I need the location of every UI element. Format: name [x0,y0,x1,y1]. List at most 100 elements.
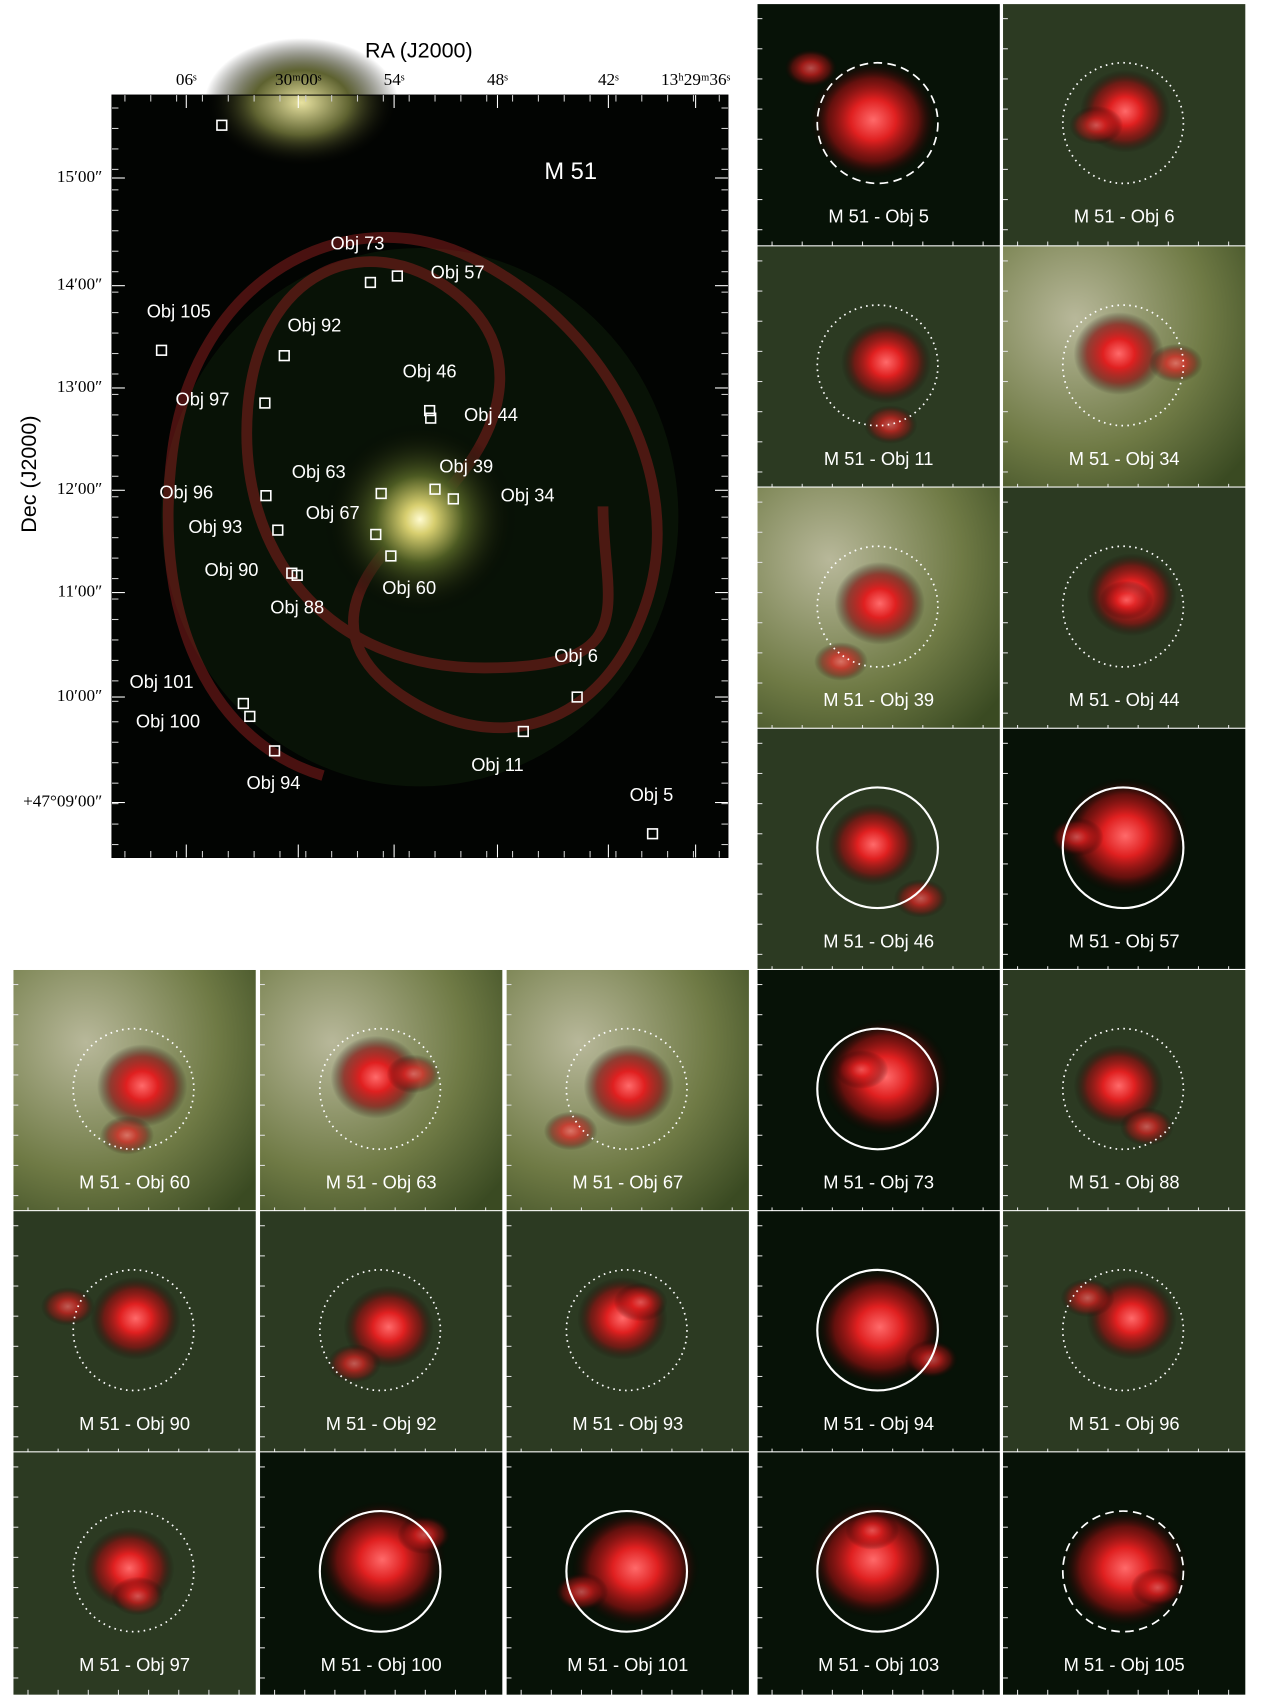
thumbnail: M 51 - Obj 39 [757,487,1000,730]
ra-tick-label: 54ˢ [384,70,405,89]
emission-region [864,405,918,444]
thumbnail-label: M 51 - Obj 103 [818,1654,939,1675]
object-label: Obj 67 [306,502,360,523]
thumbnail: M 51 - Obj 73 [757,969,1000,1212]
emission-region [97,1044,187,1127]
object-label: Obj 46 [403,361,457,382]
thumbnail: M 51 - Obj 93 [506,1211,749,1454]
thumbnail: M 51 - Obj 92 [260,1211,503,1454]
object-label: Obj 34 [501,485,555,506]
thumbnail-label: M 51 - Obj 6 [1074,206,1175,227]
emission-region [814,642,868,681]
dec-tick-label: 13′00″ [57,377,102,396]
thumbnail: M 51 - Obj 63 [260,969,503,1212]
thumbnail: M 51 - Obj 67 [506,969,749,1212]
thumbnail-label: M 51 - Obj 73 [823,1172,934,1193]
thumbnail-label: M 51 - Obj 92 [326,1413,437,1434]
emission-region [584,1044,674,1127]
thumbnail-label: M 51 - Obj 93 [572,1413,683,1434]
thumbnail: M 51 - Obj 46 [757,728,1000,971]
emission-region [1099,581,1153,620]
emission-region [894,879,948,918]
object-label: Obj 73 [331,233,385,254]
thumbnail: M 51 - Obj 88 [1002,969,1245,1212]
ra-tick-label: 30ᵐ00ˢ [275,70,322,89]
thumbnail-label: M 51 - Obj 90 [79,1413,190,1434]
object-label: Obj 92 [287,314,341,335]
emission-region [555,1572,609,1611]
object-label: Obj 88 [270,597,324,618]
object-label: Obj 57 [431,262,485,283]
thumbnail: M 51 - Obj 6 [1002,4,1245,247]
thumbnail-label: M 51 - Obj 63 [326,1172,437,1193]
emission-region [1149,344,1203,383]
emission-region [90,1277,180,1360]
emission-region [1061,1509,1190,1627]
object-label: Obj 6 [554,645,598,666]
thumbnail: M 51 - Obj 11 [757,246,1000,489]
emission-region [41,1287,95,1326]
dec-tick-label: 10′00″ [57,686,102,705]
thumbnail-label: M 51 - Obj 39 [823,689,934,710]
thumbnail-label: M 51 - Obj 5 [828,206,929,227]
object-label: Obj 105 [147,300,211,321]
x-axis-label: RA (J2000) [365,39,473,63]
thumbnail: M 51 - Obj 105 [1002,1452,1245,1695]
object-label: Obj 11 [471,754,524,775]
emission-region [327,1344,381,1383]
y-axis-label: Dec (J2000) [17,416,41,533]
thumbnail-label: M 51 - Obj 34 [1069,448,1180,469]
dec-tick-label: 15′00″ [57,167,102,186]
thumbnail-label: M 51 - Obj 105 [1064,1654,1185,1675]
ra-tick-label: 42ˢ [598,70,619,89]
thumbnail: M 51 - Obj 97 [13,1452,256,1695]
thumbnail-label: M 51 - Obj 46 [823,930,934,951]
galaxy-label: M 51 [544,159,597,185]
thumbnail: M 51 - Obj 5 [757,4,1000,247]
emission-region [1069,106,1123,145]
figure: RA (J2000) Dec (J2000) M 51 06ˢ 30ᵐ00ˢ 54ˢ 48ˢ… [0,0,1262,1702]
page: RA (J2000) Dec (J2000) M 51 06ˢ 30ᵐ00ˢ 54ˢ 48ˢ… [0,0,1262,1702]
emission-region [397,1515,451,1554]
emission-region [387,1055,441,1094]
object-label: Obj 101 [129,671,193,692]
object-label: Obj 96 [159,481,213,502]
object-label: Obj 100 [136,711,200,732]
thumbnail: M 51 - Obj 96 [1002,1211,1245,1454]
thumbnail: M 51 - Obj 57 [1002,728,1245,971]
thumbnail-label: M 51 - Obj 101 [567,1654,688,1675]
emission-region [614,1283,668,1322]
emission-region [784,49,838,88]
thumbnail: M 51 - Obj 44 [1002,487,1245,730]
emission-region [1074,312,1164,395]
emission-region [841,321,931,404]
object-label: Obj 90 [205,559,259,580]
thumbnail: M 51 - Obj 103 [757,1452,1000,1695]
ra-tick-label: 13ʰ29ᵐ36ˢ [661,70,731,89]
thumbnail-label: M 51 - Obj 97 [79,1654,190,1675]
emission-region [1050,818,1104,857]
thumbnail-label: M 51 - Obj 100 [321,1654,442,1675]
object-label: Obj 63 [292,461,346,482]
ra-tick-label: 48ˢ [487,70,508,89]
emission-region [835,562,925,645]
emission-region [111,1577,165,1616]
emission-region [1061,1278,1115,1317]
thumbnail-label: M 51 - Obj 44 [1069,689,1180,710]
thumbnail-label: M 51 - Obj 57 [1069,930,1180,951]
thumbnail: M 51 - Obj 60 [13,969,256,1212]
ra-tick-label: 06ˢ [176,70,197,89]
dec-tick-label: 12′00″ [57,479,102,498]
thumbnail-label: M 51 - Obj 96 [1069,1413,1180,1434]
emission-region [835,1050,889,1089]
thumbnail: M 51 - Obj 34 [1002,246,1245,489]
thumbnail: M 51 - Obj 101 [506,1452,749,1695]
object-label: Obj 97 [175,389,229,410]
object-label: Obj 44 [464,404,518,425]
object-label: Obj 60 [382,577,436,598]
thumbnail: M 51 - Obj 100 [260,1452,503,1695]
thumbnail: M 51 - Obj 90 [13,1211,256,1454]
thumbnail-label: M 51 - Obj 60 [79,1172,190,1193]
emission-region [544,1112,598,1151]
dec-tick-label: 14′00″ [57,275,102,294]
